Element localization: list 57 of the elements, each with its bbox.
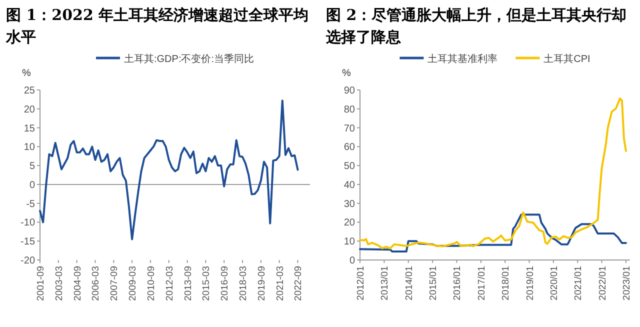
y-axis-title: % [342,68,351,79]
x-tick-label: 2016/01 [452,266,464,300]
line-series [39,100,299,240]
x-tick-label: 2018/01 [500,266,512,300]
x-tick-label: 2021-03 [274,266,286,301]
x-tick-label: 2009-03 [128,266,139,301]
x-tick-label: 2012/01 [356,266,366,300]
y-tick-label: 50 [344,161,356,172]
x-tick-label: 2019-09 [256,266,268,301]
x-tick-label: 2004-09 [72,266,84,301]
y-tick-label: -15 [20,236,36,248]
x-tick-label: 2013-09 [182,266,194,301]
line-series [359,98,627,250]
y-tick-label: 15 [24,123,36,134]
x-tick-label: 2015-03 [201,266,212,301]
legend-label: 土耳其CPI [544,53,590,65]
x-tick-label: 2017/01 [476,266,488,300]
y-tick-label: 0 [349,256,356,266]
x-tick-label: 2007-09 [109,266,120,301]
y-tick-label: 20 [344,218,356,229]
x-tick-label: 2019/01 [524,266,536,300]
x-tick-label: 2023/01 [621,266,632,300]
x-tick-label: 2003-03 [54,266,65,301]
x-tick-label: 2016-09 [220,266,231,301]
y-tick-label: 40 [344,180,356,191]
chart-title: 图 1：2022 年土耳其经济增速超过全球平均水平 [4,5,310,48]
x-tick-label: 2001-09 [36,266,46,301]
y-tick-label: 5 [29,161,36,172]
y-tick-label: 0 [29,180,36,191]
y-tick-label: -5 [26,198,36,210]
x-tick-label: 2022/01 [597,266,608,300]
y-tick-label: -20 [20,256,36,266]
legend-label: 土耳其:GDP:不变价:当季同比 [124,53,254,65]
y-tick-label: 80 [344,104,356,116]
y-tick-label: 25 [24,86,36,96]
x-tick-label: 2021/01 [573,266,584,300]
y-tick-label: -10 [20,218,36,229]
y-tick-label: 90 [344,86,356,96]
y-tick-label: 20 [24,104,36,116]
x-tick-label: 2018-03 [238,266,249,301]
y-tick-label: 60 [344,142,356,154]
chart-title: 图 2：尽管通胀大幅上升，但是土耳其央行却选择了降息 [325,5,628,48]
x-tick-label: 2010-09 [146,266,157,301]
x-tick-label: 2014/01 [404,266,415,300]
y-tick-label: 30 [344,198,356,210]
x-tick-label: 2015/01 [428,266,440,300]
line-series [359,214,627,252]
y-axis-title: % [22,68,31,79]
x-tick-label: 2012-03 [164,266,176,301]
y-tick-label: 10 [24,142,36,154]
legend-label: 土耳其基准利率 [428,53,498,65]
x-tick-label: 2006-03 [90,266,102,301]
x-tick-label: 2013/01 [380,266,391,300]
x-tick-label: 2022-09 [293,266,304,301]
y-tick-label: 10 [344,236,356,248]
y-tick-label: 70 [344,123,356,134]
x-tick-label: 2020/01 [548,266,560,300]
